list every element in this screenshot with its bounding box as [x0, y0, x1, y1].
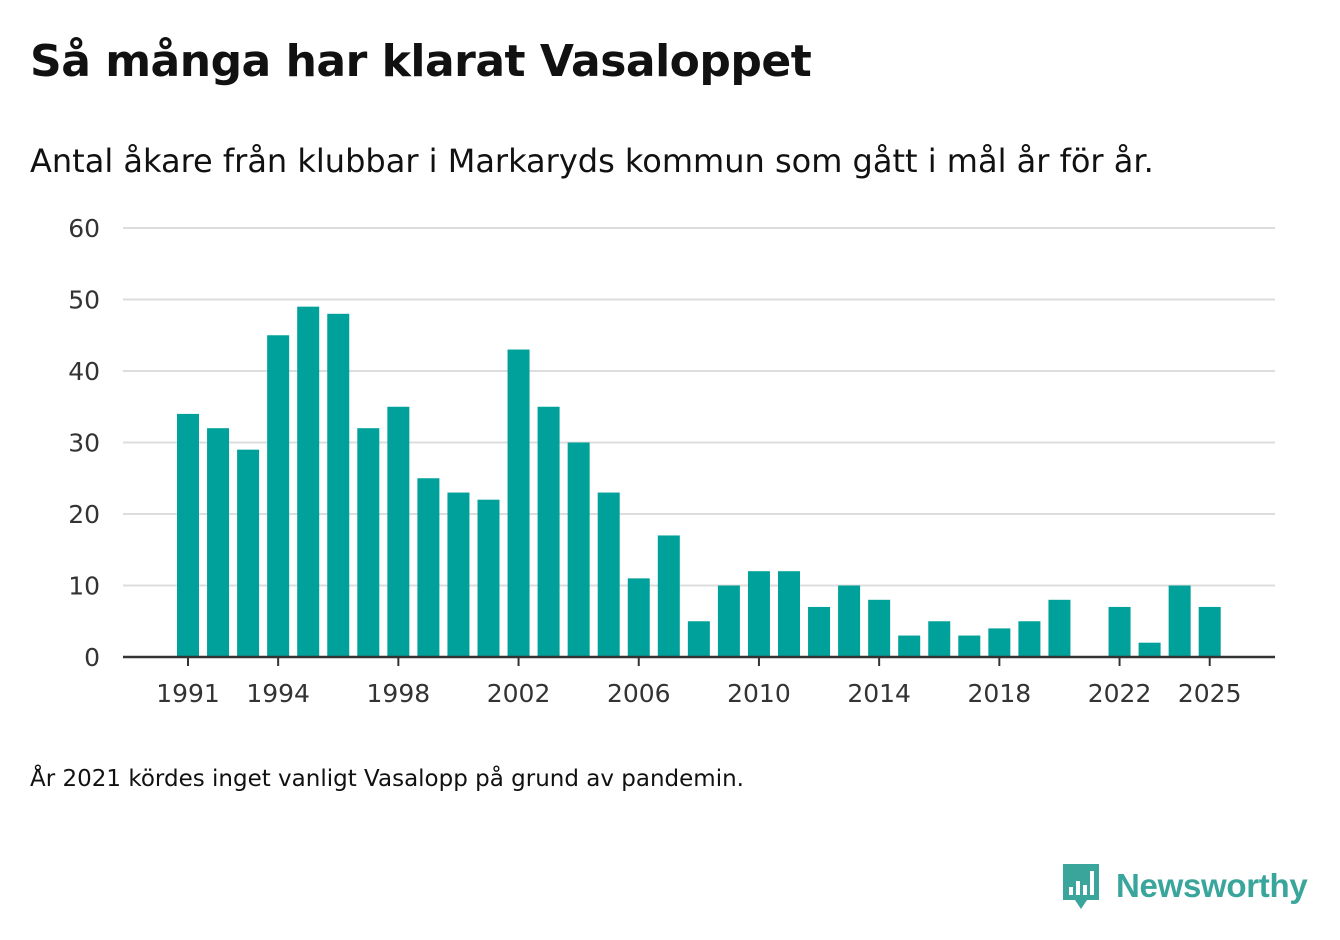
- bar-2017: [958, 635, 981, 657]
- bar-chart: 0 10 20 30 40 50 60 1991 1994 1998 2002 2006 2010 20…: [68, 214, 1275, 708]
- bar-2007: [657, 535, 680, 657]
- x-tick-label: 1994: [246, 679, 310, 708]
- x-tick-label: 2006: [607, 679, 671, 708]
- bar-2024: [1168, 585, 1191, 657]
- bar-2011: [778, 571, 800, 657]
- bar-2013: [838, 585, 861, 657]
- bar-2008: [687, 621, 710, 657]
- bar-2014: [868, 599, 891, 657]
- y-tick-label: 10: [68, 572, 100, 601]
- chart-subtitle: Antal åkare från klubbar i Markaryds kom…: [30, 142, 1154, 180]
- bar-1992: [207, 428, 230, 657]
- bar-2006: [627, 578, 650, 657]
- bar-2023: [1138, 642, 1161, 657]
- bar-1997: [357, 428, 380, 657]
- footnote: År 2021 kördes inget vanligt Vasalopp på…: [30, 766, 744, 792]
- newsworthy-chart-icon: [1063, 864, 1099, 909]
- bar-2000: [447, 492, 470, 657]
- y-tick-label: 20: [68, 500, 100, 529]
- bar-1998: [387, 406, 410, 657]
- bar-1996: [327, 313, 350, 657]
- bar-2003: [537, 406, 560, 657]
- bar-1994: [267, 335, 290, 657]
- bar-2012: [808, 606, 831, 657]
- y-tick-label: 40: [68, 357, 100, 386]
- bar-2009: [717, 585, 740, 657]
- bar-2005: [597, 492, 620, 657]
- chart-title: Så många har klarat Vasaloppet: [30, 36, 812, 87]
- x-tick-label: 2010: [727, 679, 791, 708]
- y-tick-label: 50: [68, 286, 100, 315]
- bar-1991: [177, 413, 199, 657]
- x-tick-label: 2018: [968, 679, 1032, 708]
- bars: [177, 306, 1221, 657]
- brand-name: Newsworthy: [1116, 867, 1308, 904]
- bar-1999: [417, 478, 440, 657]
- bar-2022: [1108, 606, 1131, 657]
- x-tick-label: 2002: [487, 679, 551, 708]
- x-tick-label: 1998: [367, 679, 431, 708]
- bar-2016: [928, 621, 951, 657]
- bar-2019: [1018, 621, 1041, 657]
- bar-1995: [297, 306, 320, 657]
- y-tick-label: 30: [68, 429, 100, 458]
- bar-1993: [237, 449, 260, 657]
- bar-2004: [567, 442, 590, 657]
- gridlines: [123, 227, 1275, 587]
- x-tick-label: 1991: [156, 679, 220, 708]
- bar-2010: [747, 571, 770, 657]
- bar-2020: [1048, 599, 1071, 657]
- x-tick-label: 2014: [847, 679, 911, 708]
- x-tick-label: 2022: [1088, 679, 1152, 708]
- y-tick-label: 0: [84, 643, 100, 672]
- bar-2002: [507, 349, 530, 657]
- bar-2025: [1198, 606, 1221, 657]
- bar-2018: [988, 628, 1011, 657]
- bar-2001: [477, 499, 500, 657]
- y-axis-ticks: 0 10 20 30 40 50 60: [68, 214, 100, 672]
- y-tick-label: 60: [68, 214, 100, 243]
- x-tick-label: 2025: [1178, 679, 1242, 708]
- bar-2015: [898, 635, 921, 657]
- x-axis-ticks: 1991 1994 1998 2002 2006 2010 2014 2018 2022 2025: [156, 657, 1242, 708]
- newsworthy-logo[interactable]: Newsworthy: [1060, 860, 1308, 912]
